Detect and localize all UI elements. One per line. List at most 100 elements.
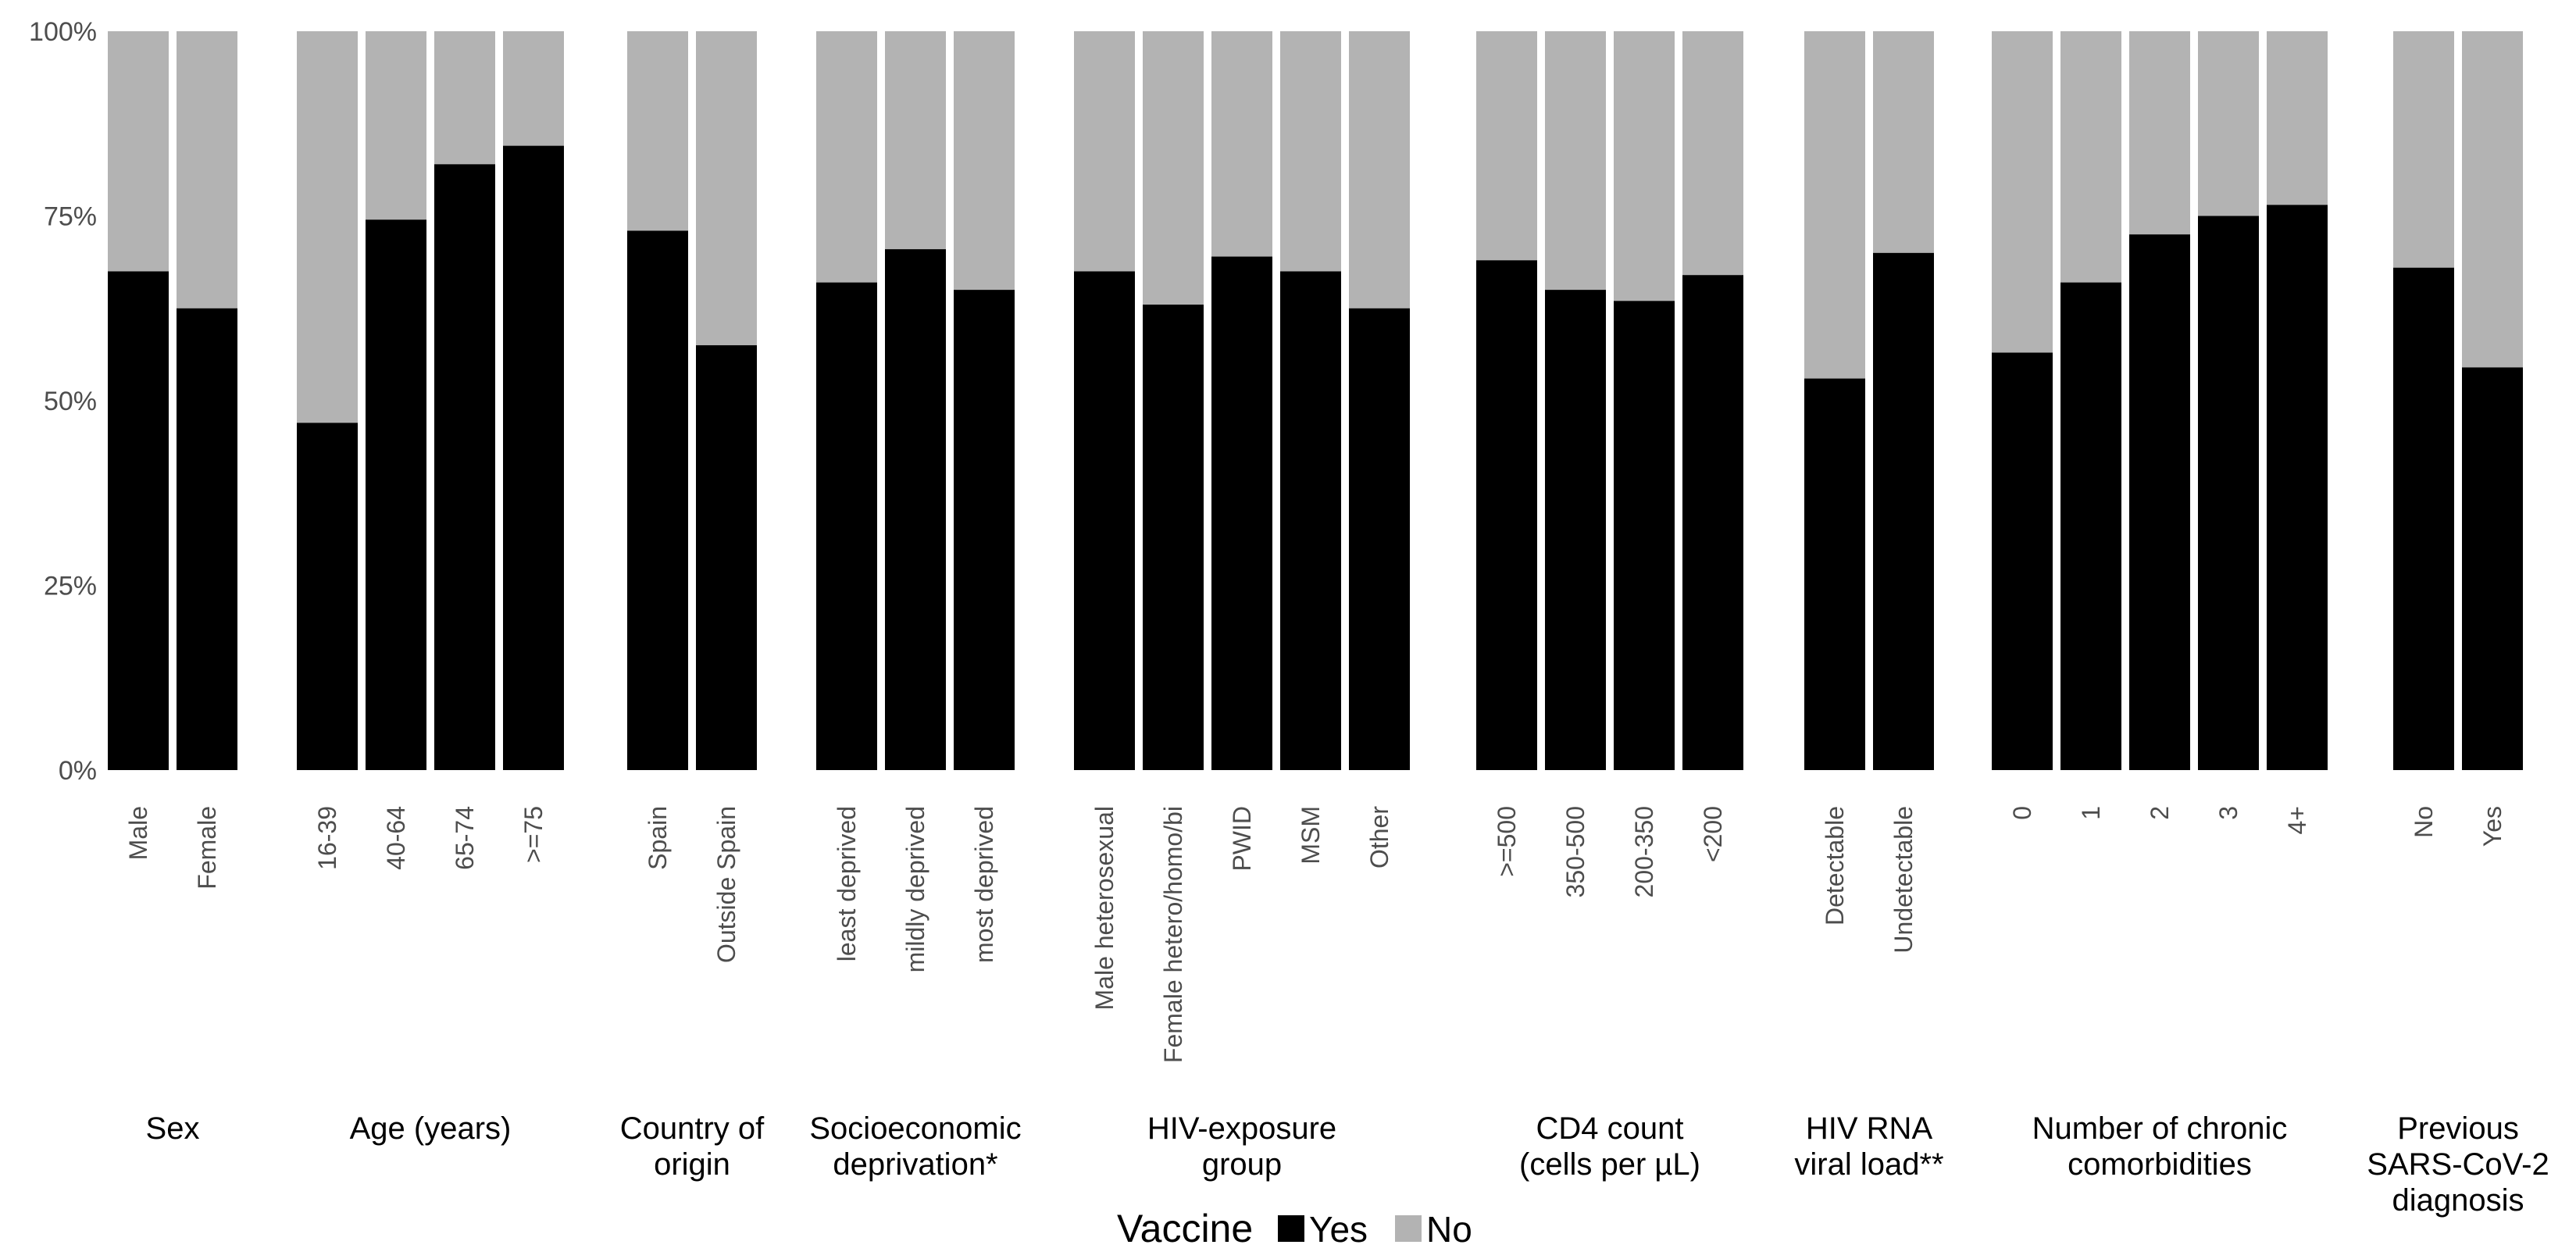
- y-tick-label: 50%: [44, 387, 97, 416]
- x-tick-label: 40-64: [382, 806, 410, 870]
- bar-no-segment: [2393, 31, 2454, 268]
- x-tick-label: 0: [2008, 806, 2036, 820]
- bar-yes-segment: [177, 308, 237, 770]
- legend-entry: No: [1426, 1209, 1472, 1250]
- x-tick-label: MSM: [1297, 806, 1325, 865]
- x-tick-label: mildly deprived: [901, 806, 929, 972]
- bar-no-segment: [816, 31, 877, 283]
- bar-no-segment: [627, 31, 688, 231]
- bar-no-segment: [1804, 31, 1865, 379]
- bar-no-segment: [2129, 31, 2190, 235]
- bar-yes-segment: [696, 345, 757, 770]
- bar-no-segment: [434, 31, 495, 165]
- x-tick-label: Female: [193, 806, 221, 890]
- group-label: Age (years): [350, 1111, 512, 1146]
- y-tick-label: 75%: [44, 202, 97, 232]
- x-tick-label: 350-500: [1561, 806, 1589, 897]
- bar-no-segment: [1545, 31, 1606, 291]
- bar-no-segment: [1074, 31, 1135, 272]
- x-tick-label: Undetectable: [1889, 806, 1918, 954]
- bar-no-segment: [108, 31, 169, 272]
- bar-no-segment: [366, 31, 426, 220]
- bar-no-segment: [503, 31, 564, 146]
- group-label: SARS-CoV-2: [2367, 1147, 2549, 1182]
- x-tick-label: least deprived: [833, 806, 861, 961]
- bar-yes-segment: [1143, 305, 1204, 770]
- bar-yes-segment: [2198, 216, 2259, 770]
- bar-yes-segment: [1873, 252, 1934, 770]
- bar-no-segment: [954, 31, 1015, 291]
- x-tick-label: No: [2410, 806, 2438, 838]
- bar-yes-segment: [1211, 256, 1272, 770]
- y-tick-label: 100%: [29, 17, 97, 47]
- bar-yes-segment: [2462, 367, 2523, 770]
- bars-layer: [108, 31, 2523, 771]
- group-label: Socioeconomic: [809, 1111, 1021, 1146]
- bar-yes-segment: [1349, 308, 1410, 770]
- group-label: diagnosis: [2392, 1183, 2524, 1218]
- bar-yes-segment: [1476, 260, 1537, 770]
- bar-yes-segment: [1804, 378, 1865, 770]
- bar-yes-segment: [1280, 271, 1341, 770]
- group-label: group: [1202, 1147, 1282, 1182]
- bar-no-segment: [2198, 31, 2259, 216]
- x-tick-label: 1: [2077, 806, 2105, 820]
- bar-yes-segment: [2393, 267, 2454, 771]
- bar-yes-segment: [2060, 282, 2121, 770]
- bar-yes-segment: [1682, 275, 1743, 770]
- bar-no-segment: [1476, 31, 1537, 261]
- bar-no-segment: [1280, 31, 1341, 272]
- x-tick-label: Female hetero/homo/bi: [1159, 806, 1187, 1063]
- bar-yes-segment: [1992, 352, 2053, 770]
- bar-yes-segment: [2267, 205, 2328, 770]
- x-tick-labels: Male Female 16-39 40-64 65-74 >=75 Spain Outsid…: [124, 806, 2506, 1063]
- bar-no-segment: [696, 31, 757, 346]
- x-tick-label: PWID: [1228, 806, 1256, 872]
- bar-no-segment: [1143, 31, 1204, 305]
- bar-no-segment: [1349, 31, 1410, 309]
- bar-no-segment: [297, 31, 358, 423]
- bar-yes-segment: [108, 271, 169, 770]
- group-label: Sex: [146, 1111, 200, 1146]
- x-tick-label: 2: [2146, 806, 2174, 820]
- bar-yes-segment: [954, 290, 1015, 771]
- bar-yes-segment: [366, 219, 426, 771]
- bar-yes-segment: [885, 249, 946, 770]
- group-label: CD4 count: [1536, 1111, 1684, 1146]
- group-label: Country of: [620, 1111, 765, 1146]
- bar-no-segment: [1211, 31, 1272, 257]
- legend-swatch: [1395, 1215, 1422, 1242]
- group-label: HIV RNA: [1806, 1111, 1933, 1146]
- bar-yes-segment: [1614, 301, 1675, 770]
- x-tick-label: 65-74: [451, 806, 479, 870]
- bar-no-segment: [2462, 31, 2523, 368]
- bar-no-segment: [1992, 31, 2053, 353]
- bar-yes-segment: [627, 230, 688, 770]
- x-tick-label: <200: [1699, 806, 1727, 862]
- bar-yes-segment: [2129, 234, 2190, 770]
- bar-no-segment: [1614, 31, 1675, 301]
- x-tick-label: Male: [124, 806, 152, 860]
- x-tick-label: 3: [2214, 806, 2242, 820]
- bar-yes-segment: [434, 164, 495, 770]
- bar-no-segment: [885, 31, 946, 250]
- bar-no-segment: [177, 31, 237, 309]
- bar-yes-segment: [816, 282, 877, 770]
- x-tick-label: >=500: [1493, 806, 1521, 877]
- x-tick-label: most deprived: [970, 806, 998, 963]
- x-tick-label: >=75: [519, 806, 548, 863]
- x-tick-label: Male heterosexual: [1090, 806, 1119, 1010]
- legend: Vaccine Yes No: [1117, 1207, 1472, 1250]
- bar-no-segment: [1682, 31, 1743, 276]
- x-tick-label: 200-350: [1630, 806, 1658, 897]
- bar-yes-segment: [503, 145, 564, 770]
- x-tick-label: Other: [1365, 806, 1393, 868]
- x-tick-label: Spain: [644, 806, 672, 870]
- group-label: comorbidities: [2068, 1147, 2252, 1182]
- group-label: viral load**: [1794, 1147, 1943, 1182]
- legend-swatch: [1278, 1215, 1304, 1242]
- bar-yes-segment: [1545, 290, 1606, 771]
- bar-yes-segment: [1074, 271, 1135, 770]
- x-tick-label: 4+: [2283, 806, 2311, 834]
